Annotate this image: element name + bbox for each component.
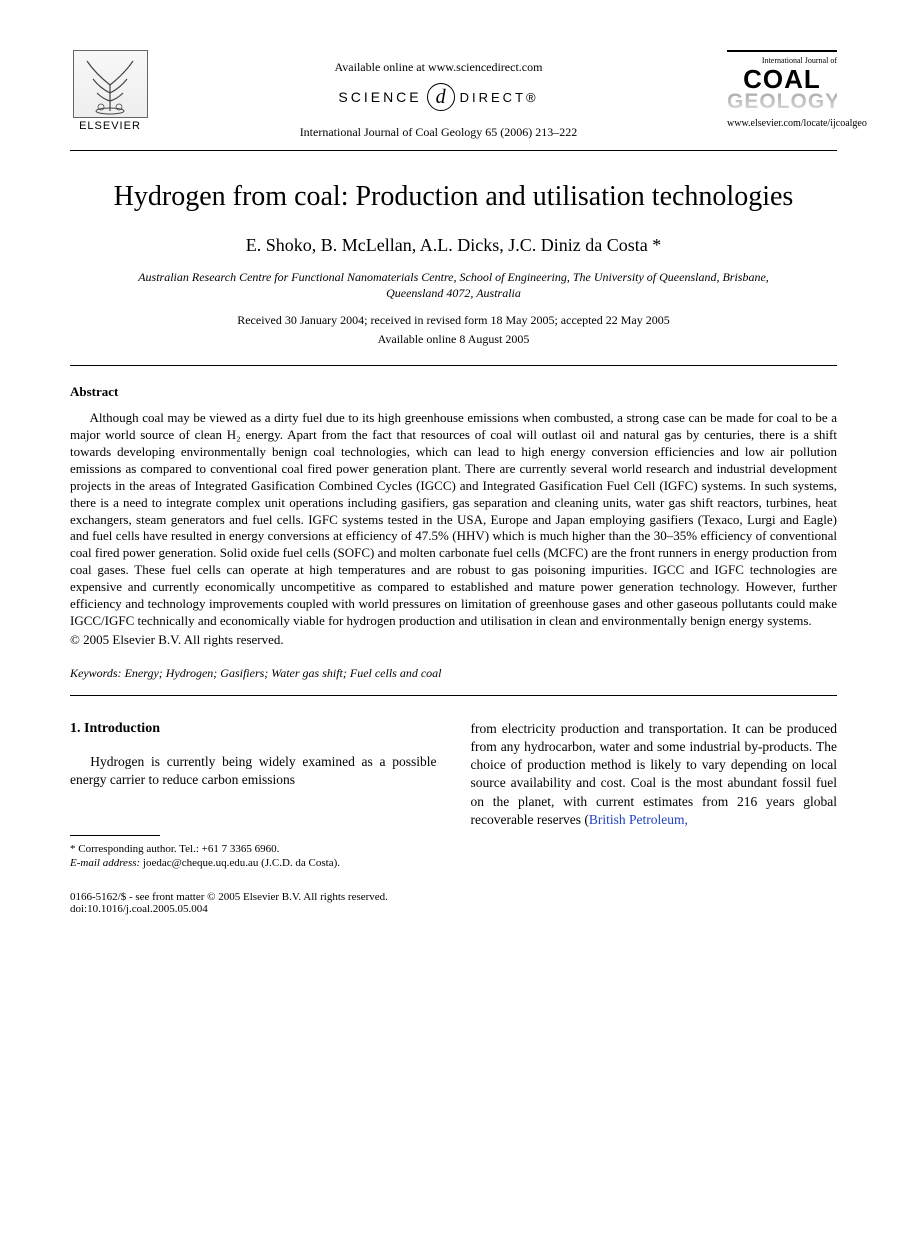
journal-url: www.elsevier.com/locate/ijcoalgeo <box>727 118 837 129</box>
dates-online: Available online 8 August 2005 <box>70 332 837 347</box>
journal-citation: International Journal of Coal Geology 65… <box>170 125 707 140</box>
keywords-line: Keywords: Energy; Hydrogen; Gasifiers; W… <box>70 666 837 681</box>
column-left: 1. Introduction Hydrogen is currently be… <box>70 720 437 871</box>
elsevier-logo: ELSEVIER <box>70 50 150 140</box>
abstract-body: Although coal may be viewed as a dirty f… <box>70 410 837 630</box>
header-rule <box>70 150 837 151</box>
front-matter-line: 0166-5162/$ - see front matter © 2005 El… <box>70 891 837 903</box>
dates-received: Received 30 January 2004; received in re… <box>70 313 837 328</box>
body-columns: 1. Introduction Hydrogen is currently be… <box>70 720 837 871</box>
keywords-text: Energy; Hydrogen; Gasifiers; Water gas s… <box>122 666 442 680</box>
email-label: E-mail address: <box>70 857 140 869</box>
copyright-line: © 2005 Elsevier B.V. All rights reserved… <box>70 632 837 648</box>
doi-line: doi:10.1016/j.coal.2005.05.004 <box>70 903 837 915</box>
sd-left: SCIENCE <box>338 89 421 105</box>
page-header: ELSEVIER Available online at www.science… <box>70 50 837 140</box>
intro-para-right: from electricity production and transpor… <box>471 720 838 829</box>
elsevier-wordmark: ELSEVIER <box>79 120 141 132</box>
abstract-heading: Abstract <box>70 384 837 400</box>
corresponding-author: * Corresponding author. Tel.: +61 7 3365… <box>70 842 437 856</box>
paper-title: Hydrogen from coal: Production and utili… <box>70 181 837 213</box>
footnote-rule <box>70 835 160 836</box>
intro-para-left: Hydrogen is currently being widely exami… <box>70 753 437 789</box>
intro-heading: 1. Introduction <box>70 720 437 739</box>
email-line: E-mail address: joedac@cheque.uq.edu.au … <box>70 856 437 870</box>
journal-logo: International Journal of COAL GEOLOGY ww… <box>727 50 837 129</box>
abstract-bottom-rule <box>70 695 837 696</box>
paper-authors: E. Shoko, B. McLellan, A.L. Dicks, J.C. … <box>70 235 837 256</box>
sd-d-icon: d <box>427 83 455 111</box>
abstract-top-rule <box>70 365 837 366</box>
available-online-text: Available online at www.sciencedirect.co… <box>170 60 707 75</box>
keywords-label: Keywords: <box>70 666 122 680</box>
sciencedirect-logo: SCIENCE d DIRECT® <box>338 83 538 111</box>
center-header: Available online at www.sciencedirect.co… <box>150 50 727 140</box>
citation-link[interactable]: British Petroleum, <box>589 812 688 827</box>
affiliation: Australian Research Centre for Functiona… <box>110 270 797 301</box>
sd-right: DIRECT® <box>460 90 539 105</box>
journal-logo-geology: GEOLOGY <box>727 92 837 112</box>
email-address: joedac@cheque.uq.edu.au (J.C.D. da Costa… <box>140 857 340 869</box>
elsevier-tree-icon <box>73 50 148 118</box>
journal-logo-coal: COAL <box>727 67 837 92</box>
column-right: from electricity production and transpor… <box>471 720 838 871</box>
